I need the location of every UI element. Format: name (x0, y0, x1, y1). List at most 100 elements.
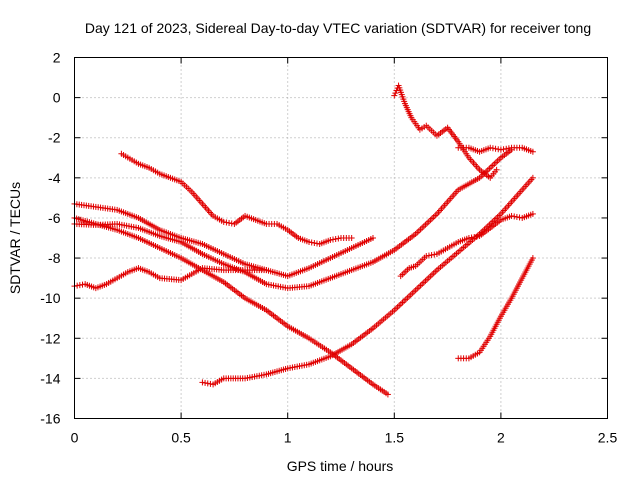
data-points (71, 82, 536, 398)
data-point (455, 144, 470, 151)
data-point (306, 275, 332, 290)
data-point (199, 265, 225, 273)
data-point (397, 266, 411, 280)
data-point (220, 218, 235, 227)
data-point (118, 150, 140, 166)
data-point (519, 176, 535, 193)
data-point (369, 248, 396, 266)
data-point (263, 307, 289, 328)
data-point (114, 226, 140, 241)
data-point (519, 211, 534, 221)
data-point (242, 267, 268, 274)
trace-6 (199, 174, 536, 388)
data-point (465, 144, 481, 154)
data-point (306, 256, 332, 272)
data-point (135, 265, 150, 275)
data-point (284, 361, 310, 372)
data-point (476, 145, 492, 155)
data-point (242, 269, 268, 287)
data-point (348, 235, 355, 241)
data-point (455, 175, 481, 193)
data-point (156, 232, 182, 245)
data-point (306, 354, 332, 368)
data-point (210, 212, 225, 224)
data-point (497, 188, 524, 217)
data-point (146, 269, 161, 280)
tick-labels: 0 0.5 1 1.5 2 2.5 2 0 -2 -4 -6 -8 -10 -12 -14 -16 (40, 50, 617, 446)
y-tick-label: -4 (48, 170, 61, 186)
y-tick-label: -2 (48, 130, 61, 146)
data-point (92, 221, 118, 228)
data-point (412, 268, 439, 294)
plot-frame (74, 57, 608, 419)
y-tick-label: -6 (48, 210, 61, 226)
data-point (493, 166, 500, 173)
data-point (476, 226, 492, 239)
data-point (71, 200, 97, 210)
data-point (242, 371, 268, 382)
data-point (487, 218, 503, 231)
chart-title: Day 121 of 2023, Sidereal Day-to-day VTE… (85, 20, 591, 36)
data-point (497, 145, 512, 153)
data-point (178, 239, 204, 256)
data-point (220, 375, 246, 382)
data-point (327, 246, 353, 262)
data-point (348, 259, 374, 274)
data-point (284, 283, 310, 292)
data-point (529, 148, 536, 155)
data-point (406, 263, 417, 272)
data-point (455, 232, 481, 256)
data-point (295, 235, 310, 245)
data-point (444, 124, 460, 143)
grid-lines (74, 57, 608, 419)
trace-5 (118, 150, 355, 248)
data-point (529, 210, 536, 217)
data-point (497, 297, 514, 320)
data-point (92, 281, 108, 292)
data-point (412, 212, 439, 237)
data-point (199, 200, 215, 218)
data-point (465, 350, 481, 362)
trace-2 (71, 214, 391, 398)
data-point (497, 213, 513, 223)
data-point (497, 148, 513, 161)
data-point (529, 174, 536, 181)
trace-10 (455, 255, 536, 362)
data-point (455, 235, 470, 246)
data-point (423, 251, 438, 260)
data-point (178, 272, 193, 284)
data-point (327, 235, 342, 244)
data-point (71, 220, 97, 228)
y-tick-label: -16 (40, 411, 60, 427)
data-point (156, 226, 182, 241)
data-point (188, 188, 204, 206)
data-point (508, 212, 523, 221)
y-tick-label: 2 (53, 50, 61, 66)
data-point (327, 267, 353, 282)
data-point (135, 160, 150, 171)
data-point (263, 267, 289, 279)
data-point (369, 235, 376, 241)
data-point (114, 220, 140, 231)
trace-9 (397, 210, 536, 280)
data-point (487, 144, 502, 153)
data-point (220, 267, 246, 274)
y-tick-label: -12 (40, 330, 60, 346)
data-point (508, 277, 525, 302)
data-point (519, 144, 534, 154)
x-tick-label: 1 (284, 430, 292, 446)
data-point (476, 166, 492, 180)
data-point (327, 342, 353, 360)
data-point (92, 203, 118, 213)
y-axis-label: SDTVAR / TECUs (7, 182, 23, 294)
data-point (156, 275, 182, 283)
data-point (263, 365, 289, 378)
x-tick-label: 1.5 (385, 430, 405, 446)
data-point (306, 239, 321, 247)
y-tick-label: -8 (48, 250, 61, 266)
trace-8 (455, 144, 536, 155)
data-point (135, 224, 161, 239)
data-point (395, 82, 408, 105)
data-point (188, 266, 204, 278)
